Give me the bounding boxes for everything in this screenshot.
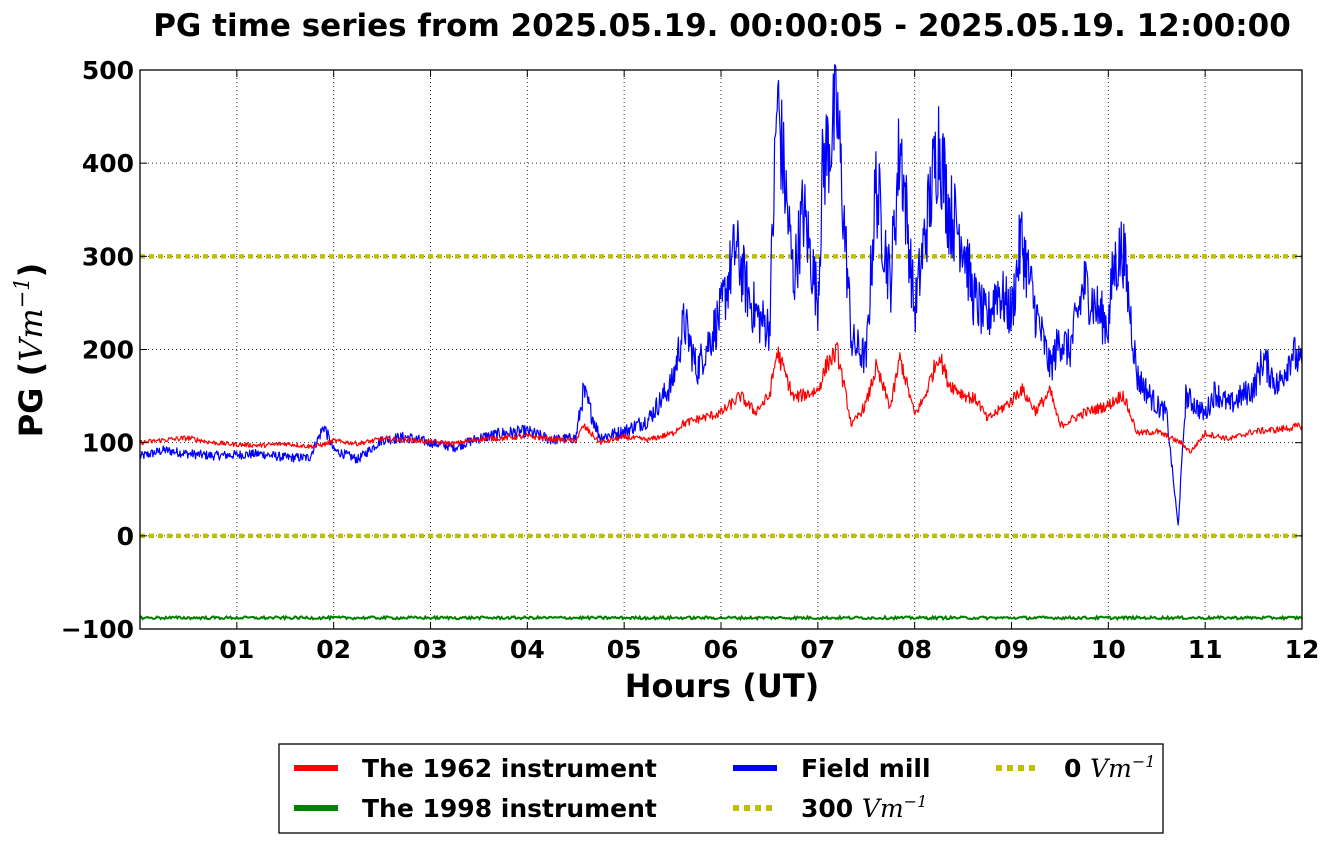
x-tick-label: 12 [1285, 635, 1320, 664]
x-axis-label: Hours (UT) [625, 667, 820, 705]
y-tick-label: 300 [82, 242, 134, 271]
x-tick-label: 01 [219, 635, 254, 664]
legend-0-vm-1-label: 0 Vm−1 [1064, 752, 1155, 783]
legend-frame [278, 743, 1164, 834]
legend-the-1998-instrument-label: The 1998 instrument [362, 794, 657, 823]
x-tick-label: 03 [413, 635, 448, 664]
x-tick-label: 04 [510, 635, 545, 664]
x-tick-label: 10 [1091, 635, 1126, 664]
y-tick-label: 200 [82, 336, 134, 365]
series-the-1962-instrument-line [139, 342, 1303, 454]
x-tick-label: 02 [316, 635, 351, 664]
y-tick-label: 100 [82, 429, 134, 458]
legend: The 1962 instrument The 1998 instrument Fi… [278, 743, 1164, 834]
chart-title: PG time series from 2025.05.19. 00:00:05… [153, 8, 1291, 44]
y-axis-label-suffix: ) [12, 263, 50, 278]
legend-300-vm-1-label: 300 Vm−1 [801, 792, 927, 823]
legend-the-1962-instrument-label: The 1962 instrument [362, 754, 657, 783]
series-the-1998-instrument-line [139, 614, 1303, 622]
y-tick-label: 400 [82, 149, 134, 178]
plot-area: 01 02 03 04 05 06 07 08 09 10 11 12 −100 0 100 200 300 40… [61, 56, 1320, 664]
svg-text:PG (Vm−1): PG (Vm−1) [10, 263, 50, 438]
y-tick-label: 500 [82, 56, 134, 85]
x-tick-label: 06 [704, 635, 739, 664]
legend-field-mill-label: Field mill [801, 754, 931, 783]
x-tick-label: 11 [1188, 635, 1223, 664]
x-tick-label: 08 [897, 635, 932, 664]
x-tick-label: 05 [607, 635, 642, 664]
x-tick-label: 07 [800, 635, 835, 664]
series-field-mill-line [139, 64, 1303, 526]
y-axis-label: PG (Vm−1) [10, 263, 50, 438]
y-axis-label-unit: Vm [12, 308, 50, 361]
y-tick-label: 0 [117, 522, 134, 551]
y-axis-label-prefix: PG ( [12, 362, 50, 437]
y-tick-label: −100 [61, 615, 134, 644]
x-tick-label: 09 [994, 635, 1029, 664]
y-axis-label-exponent: −1 [10, 277, 34, 308]
